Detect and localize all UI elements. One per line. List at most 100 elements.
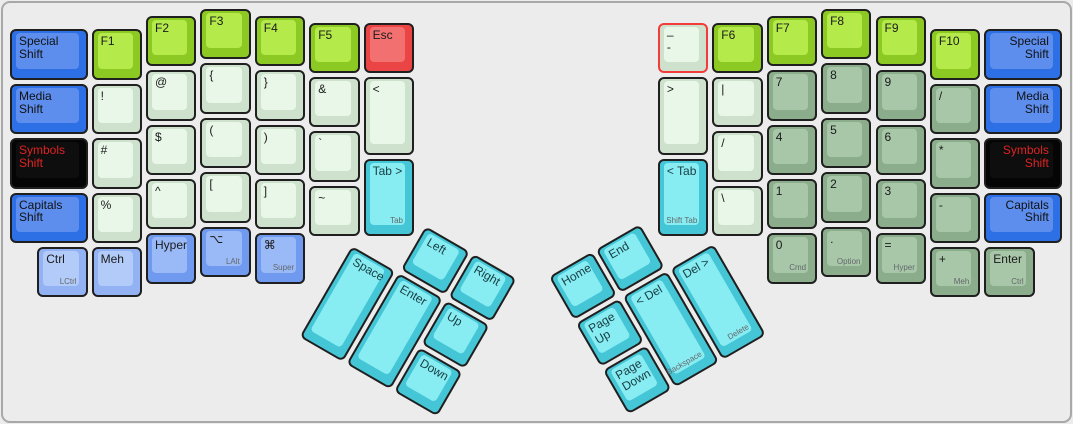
keycap-face: Capitals Shift xyxy=(16,196,79,232)
key-f4[interactable]: F4 xyxy=(254,15,306,67)
keycap-face: 9 xyxy=(881,74,917,110)
key-num-0[interactable]: 0 Cmd xyxy=(766,233,818,284)
keycap-face: Esc xyxy=(369,26,405,62)
key-label: ⌥ xyxy=(209,231,224,246)
key-capitals-shift-right[interactable]: Capitals Shift xyxy=(984,192,1062,243)
keycap-face: ! xyxy=(97,87,133,124)
key-f6[interactable]: F6 xyxy=(712,22,763,73)
key-label: ( xyxy=(209,122,214,137)
key-label: Enter xyxy=(397,282,430,309)
keycap-face: % xyxy=(97,196,133,232)
key-num-2[interactable]: 2 xyxy=(821,172,872,223)
key-dash[interactable]: – - xyxy=(657,22,709,73)
key-hash[interactable]: # xyxy=(91,138,142,189)
key-special-shift-left[interactable]: Special Shift xyxy=(10,29,88,80)
key-esc[interactable]: Esc xyxy=(363,22,414,73)
key-num-7[interactable]: 7 xyxy=(766,70,818,121)
key-label: F2 xyxy=(155,20,170,35)
keycap-face: 0 Cmd xyxy=(772,237,809,273)
key-asterisk[interactable]: * xyxy=(929,138,981,189)
key-num-4[interactable]: 4 xyxy=(766,124,818,175)
key-f9[interactable]: F9 xyxy=(875,15,926,67)
key-label: < Tab xyxy=(666,163,697,178)
key-close-brace[interactable]: } xyxy=(254,70,306,121)
key-caret[interactable]: ^ xyxy=(146,179,197,230)
key-label: F3 xyxy=(209,14,224,28)
key-label: Ctrl xyxy=(46,252,65,266)
key-f10[interactable]: F10 xyxy=(929,29,981,80)
key-hyper-left[interactable]: Hyper xyxy=(146,233,197,284)
keycap-face: Page Up xyxy=(582,306,632,355)
key-f5[interactable]: F5 xyxy=(309,22,360,73)
key-label: 1 xyxy=(775,184,783,198)
key-symbols-shift-left[interactable]: Symbols Shift xyxy=(10,138,88,189)
key-less-than[interactable]: < xyxy=(363,77,414,155)
key-equals[interactable]: = Hyper xyxy=(875,233,926,284)
key-open-paren[interactable]: ( xyxy=(200,117,251,169)
key-sublabel: Hyper xyxy=(893,263,915,273)
keycap-face: ⌘ Super xyxy=(260,237,297,273)
key-lalt[interactable]: ⌥ LAlt xyxy=(200,226,251,277)
key-lctrl[interactable]: Ctrl LCtrl xyxy=(37,247,88,298)
key-label: < xyxy=(372,82,380,96)
key-minus[interactable]: - xyxy=(929,192,981,243)
key-f7[interactable]: F7 xyxy=(766,15,818,67)
keycap-face: F2 xyxy=(152,19,188,56)
key-num-6[interactable]: 6 xyxy=(875,124,926,175)
key-label: F7 xyxy=(775,20,790,35)
keycap-face: ⌥ LAlt xyxy=(206,230,242,266)
key-media-shift-right[interactable]: Media Shift xyxy=(984,83,1062,135)
key-symbols-shift-right[interactable]: Symbols Shift xyxy=(984,138,1062,189)
key-backslash[interactable]: \ xyxy=(712,185,763,237)
key-shift-tab[interactable]: < Tab Shift Tab xyxy=(657,158,709,237)
keycap-face: + Meh xyxy=(935,251,972,287)
key-backtick[interactable]: ` xyxy=(309,131,360,182)
key-label: 7 xyxy=(775,75,783,90)
key-f1[interactable]: F1 xyxy=(91,29,142,80)
key-tilde[interactable]: ~ xyxy=(309,185,360,237)
key-f3[interactable]: F3 xyxy=(200,9,251,60)
key-f2[interactable]: F2 xyxy=(146,15,197,67)
key-plus[interactable]: + Meh xyxy=(929,247,981,298)
key-num-8[interactable]: 8 xyxy=(821,63,872,114)
keycap-face: F3 xyxy=(206,13,242,49)
key-meh[interactable]: Meh xyxy=(91,247,142,298)
key-num-5[interactable]: 5 xyxy=(821,117,872,169)
key-f8[interactable]: F8 xyxy=(821,9,872,60)
key-close-paren[interactable]: ) xyxy=(254,124,306,175)
keycap-face: Symbols Shift xyxy=(990,142,1053,178)
key-percent[interactable]: % xyxy=(91,192,142,243)
key-open-bracket[interactable]: [ xyxy=(200,172,251,223)
key-ampersand[interactable]: & xyxy=(309,77,360,128)
key-numpad-slash[interactable]: / xyxy=(929,83,981,135)
key-label: Media Shift xyxy=(1016,88,1049,116)
key-close-bracket[interactable]: ] xyxy=(254,179,306,230)
key-label: % xyxy=(100,197,112,212)
key-num-9[interactable]: 9 xyxy=(875,70,926,121)
keycap-face: - xyxy=(935,196,972,232)
keycap-face: 5 xyxy=(827,121,863,158)
keycap-face: & xyxy=(315,81,351,117)
key-slash[interactable]: / xyxy=(712,131,763,182)
key-tab[interactable]: Tab > Tab xyxy=(363,158,414,237)
key-dollar[interactable]: $ xyxy=(146,124,197,175)
key-label: $ xyxy=(155,129,162,144)
key-num-3[interactable]: 3 xyxy=(875,179,926,230)
key-media-shift-left[interactable]: Media Shift xyxy=(10,83,88,135)
key-exclamation[interactable]: ! xyxy=(91,83,142,135)
key-greater-than[interactable]: > xyxy=(657,77,709,155)
key-num-1[interactable]: 1 xyxy=(766,179,818,230)
key-open-brace[interactable]: { xyxy=(200,63,251,114)
key-period[interactable]: . Option xyxy=(821,226,872,277)
key-label: F10 xyxy=(938,34,960,49)
key-enter-right[interactable]: Enter Ctrl xyxy=(984,247,1035,298)
key-at-sign[interactable]: @ xyxy=(146,70,197,121)
keycap-face: F7 xyxy=(772,19,809,56)
key-special-shift-right[interactable]: Special Shift xyxy=(984,29,1062,80)
key-capitals-shift-left[interactable]: Capitals Shift xyxy=(10,192,88,243)
key-pipe[interactable]: | xyxy=(712,77,763,128)
key-label: 2 xyxy=(830,177,837,192)
key-label: ⌘ xyxy=(263,238,276,253)
key-super[interactable]: ⌘ Super xyxy=(254,233,306,284)
